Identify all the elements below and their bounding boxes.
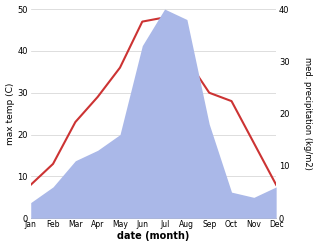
X-axis label: date (month): date (month) [117,231,190,242]
Y-axis label: med. precipitation (kg/m2): med. precipitation (kg/m2) [303,57,313,170]
Y-axis label: max temp (C): max temp (C) [5,82,15,145]
